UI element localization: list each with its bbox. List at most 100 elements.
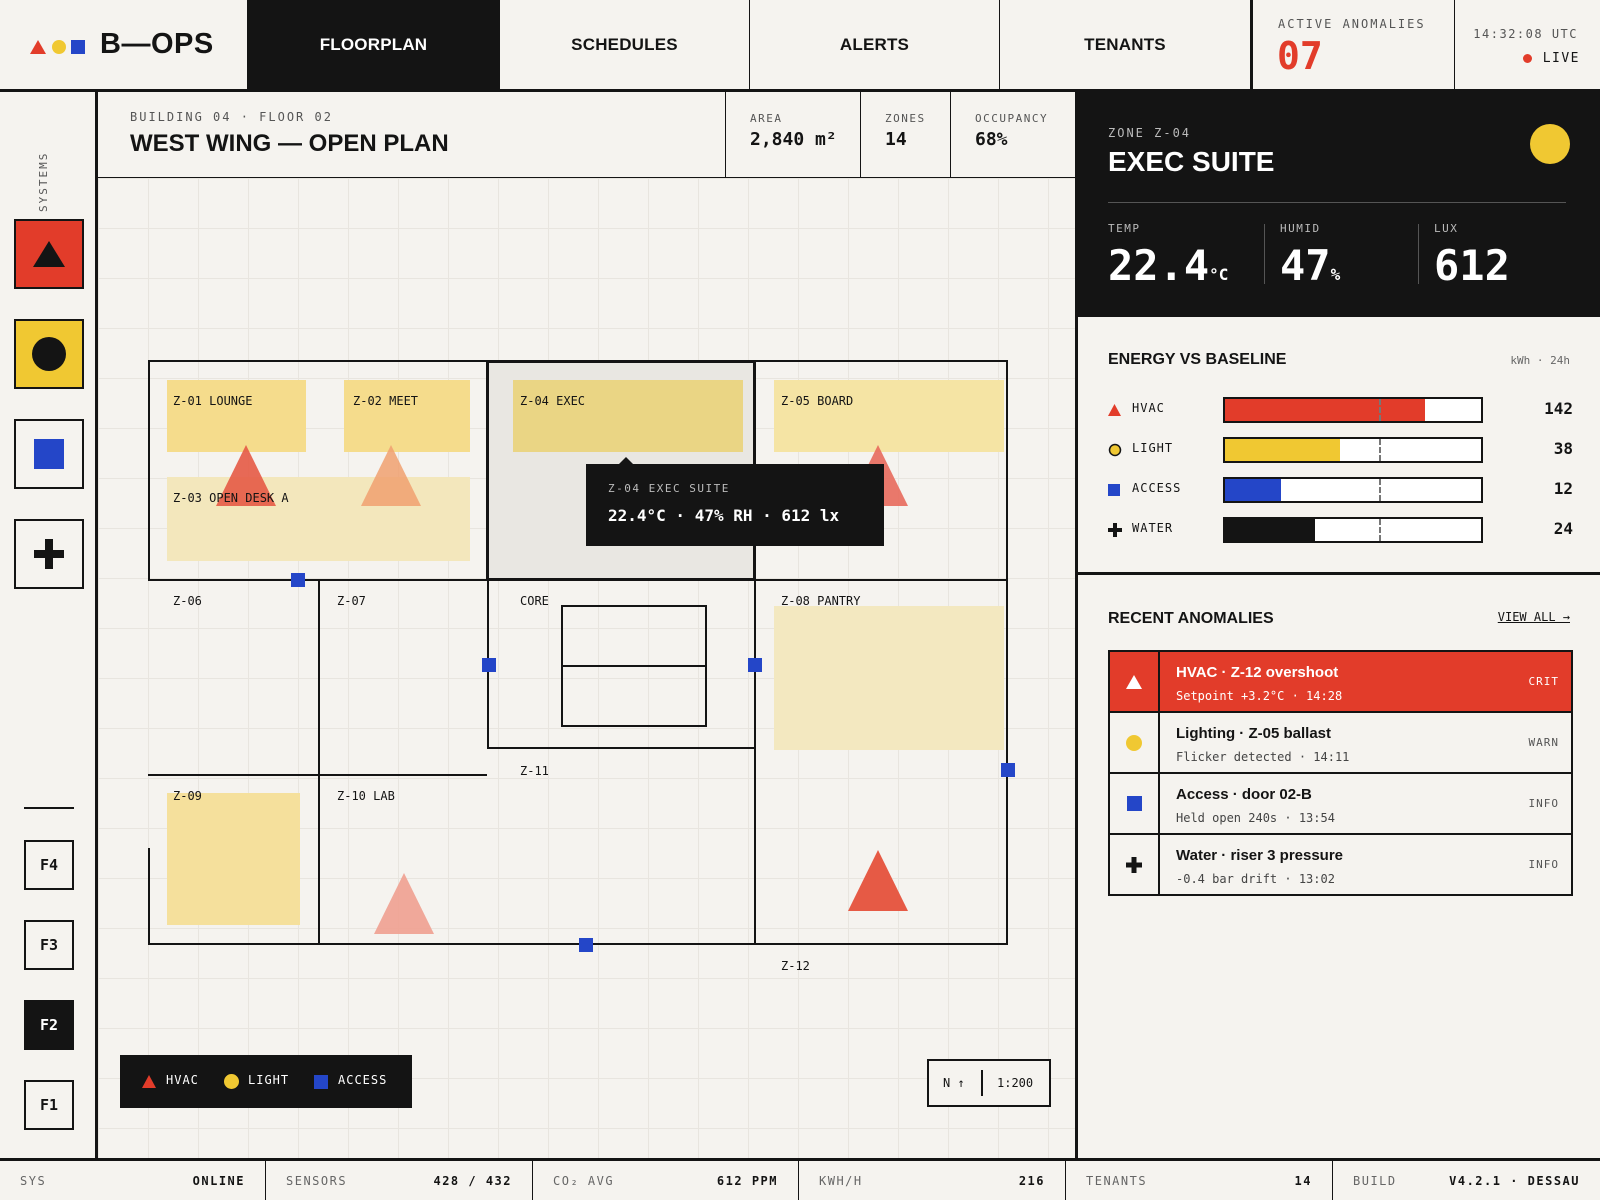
recent-anomalies-title: RECENT ANOMALIES: [1108, 610, 1274, 627]
view-all-link[interactable]: VIEW ALL →: [1497, 610, 1570, 624]
zone-z05-fill[interactable]: [774, 380, 1004, 452]
energy-bar-fill: [1225, 479, 1282, 501]
access-marker-icon[interactable]: [291, 573, 305, 587]
energy-bar-fill: [1225, 439, 1341, 461]
zone-label-z11: Z-11: [520, 764, 549, 778]
stat-area-value: 2,840 m²: [750, 129, 837, 150]
access-marker-icon[interactable]: [748, 658, 762, 672]
system-water-button[interactable]: [14, 519, 84, 589]
tab-schedules[interactable]: SCHEDULES: [500, 0, 750, 89]
hvac-marker-z02-icon: [361, 445, 421, 506]
anomaly-icon-cell: [1110, 713, 1160, 772]
energy-row-value: 142: [1544, 399, 1573, 418]
footer-key: SYS: [20, 1173, 47, 1188]
metric-temp-label: TEMP: [1108, 222, 1141, 235]
access-marker-icon[interactable]: [579, 938, 593, 952]
energy-row-label: LIGHT: [1132, 441, 1174, 455]
active-anomalies-label: ACTIVE ANOMALIES: [1278, 17, 1426, 31]
scale-divider: [981, 1070, 983, 1096]
zone-eyebrow: ZONE Z-04: [1108, 126, 1192, 140]
energy-baseline: [1378, 519, 1381, 541]
metric-humid: HUMID 47%: [1280, 222, 1340, 290]
energy-row-value: 38: [1553, 439, 1573, 458]
floorplan-map[interactable]: Z-01 LOUNGE Z-02 MEET Z-03 OPEN DESK A Z…: [98, 178, 1075, 1158]
circle-icon: [32, 337, 66, 371]
zone-z08-fill[interactable]: [774, 606, 1004, 750]
hvac-marker-z10-icon: [374, 873, 434, 934]
plus-icon: [34, 539, 64, 569]
floor-f2-button[interactable]: F2: [24, 1000, 74, 1050]
triangle-icon: [33, 241, 65, 267]
zone-z03-fill[interactable]: [167, 477, 470, 561]
anomaly-item-lighting[interactable]: Lighting · Z-05 ballast Flicker detected…: [1108, 713, 1573, 774]
stat-zones-label: ZONES: [885, 112, 926, 125]
energy-baseline: [1378, 439, 1381, 461]
zone-label-z09: Z-09: [173, 789, 202, 803]
zone-card-divider: [1108, 202, 1566, 203]
anomaly-item-hvac[interactable]: HVAC · Z-12 overshoot Setpoint +3.2°C · …: [1108, 650, 1573, 713]
anomaly-subtitle: -0.4 bar drift · 13:02: [1176, 872, 1335, 886]
anomaly-severity: WARN: [1528, 736, 1559, 749]
footer-value: 14: [1294, 1173, 1312, 1188]
anomaly-severity: INFO: [1528, 797, 1559, 810]
zone-z01-fill[interactable]: [167, 380, 306, 452]
energy-unit: kWh · 24h: [1510, 354, 1570, 367]
metric-temp-unit: °C: [1209, 265, 1229, 284]
energy-row-label: ACCESS: [1132, 481, 1182, 495]
live-status: LIVE: [1542, 51, 1580, 66]
circle-icon: [1126, 734, 1142, 751]
floor-f3-button[interactable]: F3: [24, 920, 74, 970]
active-anomalies-value: 07: [1277, 34, 1323, 78]
zone-z02-fill[interactable]: [344, 380, 470, 452]
energy-row-value: 12: [1553, 479, 1573, 498]
metric-divider: [1418, 224, 1419, 284]
clock-time: 14:32:08 UTC: [1473, 27, 1578, 41]
active-anomalies-counter[interactable]: ACTIVE ANOMALIES 07: [1250, 0, 1455, 89]
zone-label-z05: Z-05 BOARD: [781, 394, 854, 408]
floor-f1-button[interactable]: F1: [24, 1080, 74, 1130]
footer-value: 428 / 432: [433, 1173, 512, 1188]
access-marker-icon[interactable]: [482, 658, 496, 672]
tab-alerts[interactable]: ALERTS: [750, 0, 1000, 89]
tab-floorplan[interactable]: FLOORPLAN: [248, 0, 500, 89]
breadcrumb: BUILDING 04 · FLOOR 02: [130, 110, 333, 124]
zone-z09-fill[interactable]: [167, 793, 300, 925]
anomaly-icon-cell: [1110, 835, 1160, 894]
zone-label-z04: Z-04 EXEC: [520, 394, 586, 408]
footer-sensors: SENSORS 428 / 432: [266, 1161, 533, 1200]
access-marker-icon[interactable]: [1001, 763, 1015, 777]
plus-icon: [1126, 856, 1142, 873]
anomaly-title: Water · riser 3 pressure: [1176, 847, 1344, 864]
anomaly-item-water[interactable]: Water · riser 3 pressure -0.4 bar drift …: [1108, 835, 1573, 896]
tab-tenants[interactable]: TENANTS: [1084, 34, 1166, 54]
energy-title: ENERGY VS BASELINE: [1108, 351, 1287, 368]
zone-detail-card: ZONE Z-04 EXEC SUITE TEMP 22.4°C HUMID 4…: [1078, 92, 1600, 317]
compass: N ↑: [943, 1076, 965, 1090]
legend-light: LIGHT: [248, 1073, 290, 1087]
anomaly-subtitle: Flicker detected · 14:11: [1176, 750, 1350, 764]
energy-row-light: LIGHT 38: [1108, 437, 1573, 463]
system-light-button[interactable]: [14, 319, 84, 389]
map-legend: HVAC LIGHT ACCESS: [120, 1055, 412, 1108]
zone-title: EXEC SUITE: [1108, 146, 1275, 177]
stat-zones-value: 14: [885, 129, 907, 150]
brand-logo-icon: [30, 40, 85, 54]
core-divider: [561, 665, 707, 667]
wall: [148, 943, 1008, 945]
zone-z04-fill[interactable]: [513, 380, 743, 452]
system-hvac-button[interactable]: [14, 219, 84, 289]
anomaly-severity: INFO: [1528, 858, 1559, 871]
circle-icon: [1108, 443, 1122, 457]
anomaly-item-access[interactable]: Access · door 02-B Held open 240s · 13:5…: [1108, 774, 1573, 835]
energy-bar: [1223, 437, 1483, 463]
wall-z04: [486, 360, 489, 580]
zone-status-circle-icon: [1530, 124, 1570, 164]
systems-rail: SYSTEMS F4 F3 F2 F1: [0, 92, 98, 1158]
system-access-button[interactable]: [14, 419, 84, 489]
floor-f4-button[interactable]: F4: [24, 840, 74, 890]
square-icon: [1126, 796, 1142, 811]
energy-row-water: WATER 24: [1108, 517, 1573, 543]
brand[interactable]: B—OPS: [0, 0, 248, 89]
energy-row-hvac: HVAC 142: [1108, 397, 1573, 423]
wall: [754, 579, 756, 945]
